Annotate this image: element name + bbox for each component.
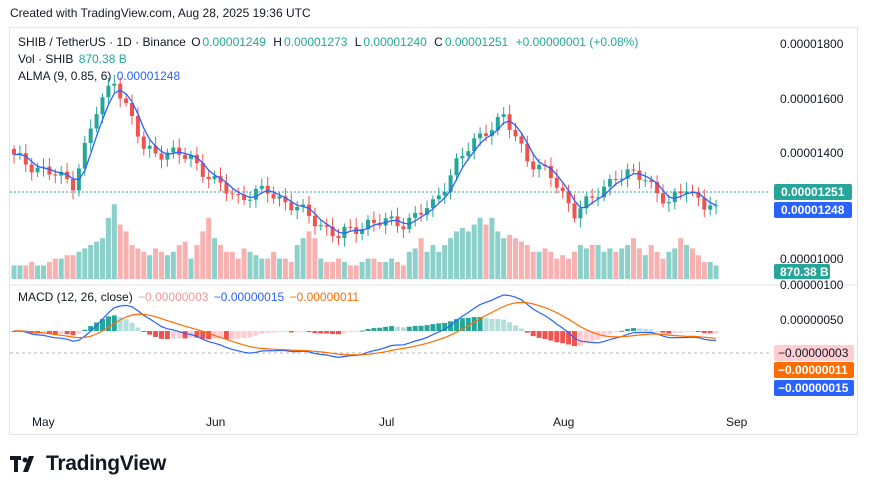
chart-caption: Created with TradingView.com, Aug 28, 20…	[10, 6, 311, 20]
price-legend: SHIB / TetherUS · 1D · Binance O 0.000012…	[18, 35, 640, 49]
tradingview-logo-text: TradingView	[46, 452, 167, 475]
ohlc-change: +0.00000001 (+0.08%)	[515, 35, 639, 49]
symbol-title[interactable]: SHIB / TetherUS · 1D · Binance	[18, 35, 186, 49]
ohlc-close: C 0.00001251	[434, 35, 509, 49]
volume-legend[interactable]: Vol · SHIB 870.38 B	[18, 52, 127, 66]
chart-frame	[9, 27, 858, 435]
tradingview-logo-icon	[10, 456, 34, 472]
ohlc-low: L 0.00001240	[354, 35, 427, 49]
alma-legend[interactable]: ALMA (9, 0.85, 6) 0.00001248	[18, 69, 181, 83]
tradingview-logo[interactable]: TradingView	[10, 452, 166, 476]
ohlc-high: H 0.00001273	[273, 35, 348, 49]
ohlc-open: O 0.00001249	[191, 35, 266, 49]
macd-legend[interactable]: MACD (12, 26, close) −0.00000003 −0.0000…	[18, 290, 360, 304]
